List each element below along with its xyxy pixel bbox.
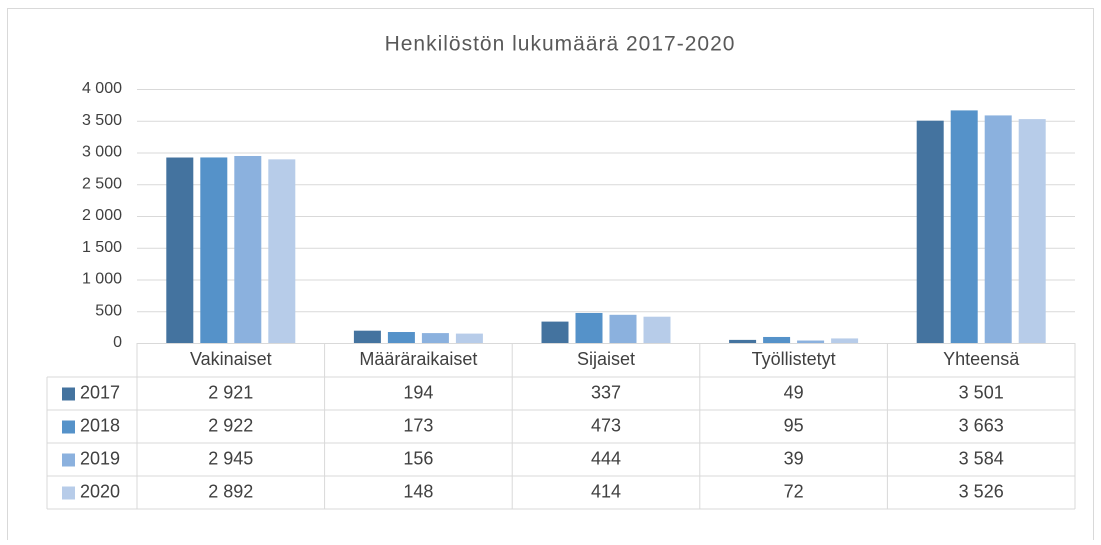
table-cell: 473 [591,415,621,435]
bar [831,338,859,343]
legend-label: 2017 [80,382,120,402]
legend-label: 2018 [80,415,120,435]
bar [729,339,757,343]
bar [166,157,194,343]
table-cell: 2 892 [208,481,253,501]
table-cell: 2 922 [208,415,253,435]
x-tick-label: Työllistetyt [752,349,836,369]
bar [575,312,603,343]
bar [763,336,791,343]
table-cell: 3 501 [959,382,1004,402]
bar [1018,119,1046,343]
table-cell: 72 [784,481,804,501]
table-cell: 3 663 [959,415,1004,435]
x-tick-label: Määräraikaiset [359,349,477,369]
table-cell: 156 [403,448,433,468]
legend-label: 2020 [80,481,120,501]
legend-label: 2019 [80,448,120,468]
bar [541,321,569,343]
x-tick-label: Yhteensä [943,349,1020,369]
bar [234,155,262,343]
bar [200,157,228,343]
x-tick-label: Sijaiset [577,349,635,369]
y-tick-label: 2 000 [82,207,122,224]
bar [609,314,637,343]
bar [387,332,415,343]
table-cell: 2 921 [208,382,253,402]
table-cell: 49 [784,382,804,402]
x-tick-label: Vakinaiset [190,349,272,369]
legend-swatch [62,387,75,401]
y-tick-label: 3 000 [82,144,122,161]
bar [950,110,978,343]
table-cell: 95 [784,415,804,435]
chart-border [7,8,1094,540]
table-cell: 3 526 [959,481,1004,501]
chart-title: Henkilöstön lukumäärä 2017-2020 [385,33,736,56]
table-cell: 3 584 [959,448,1004,468]
y-tick-label: 1 500 [82,239,122,256]
bar [797,340,825,343]
table-cell: 148 [403,481,433,501]
legend-swatch [62,420,75,434]
y-tick-label: 0 [113,334,122,351]
table-cell: 173 [403,415,433,435]
y-tick-label: 4 000 [82,80,122,97]
y-tick-label: 1 000 [82,271,122,288]
y-tick-label: 500 [95,302,122,319]
table-cell: 414 [591,481,621,501]
bar [916,120,944,344]
bar [353,330,381,343]
table-cell: 337 [591,382,621,402]
table-cell: 39 [784,448,804,468]
bar [421,333,449,343]
legend-swatch [62,486,75,500]
table-cell: 444 [591,448,621,468]
table-cell: 2 945 [208,448,253,468]
bar [455,333,483,343]
bar [984,115,1012,343]
legend-swatch [62,453,75,467]
y-tick-label: 3 500 [82,112,122,129]
bar [643,316,671,343]
table-cell: 194 [403,382,433,402]
y-tick-label: 2 500 [82,175,122,192]
bar [268,159,296,343]
